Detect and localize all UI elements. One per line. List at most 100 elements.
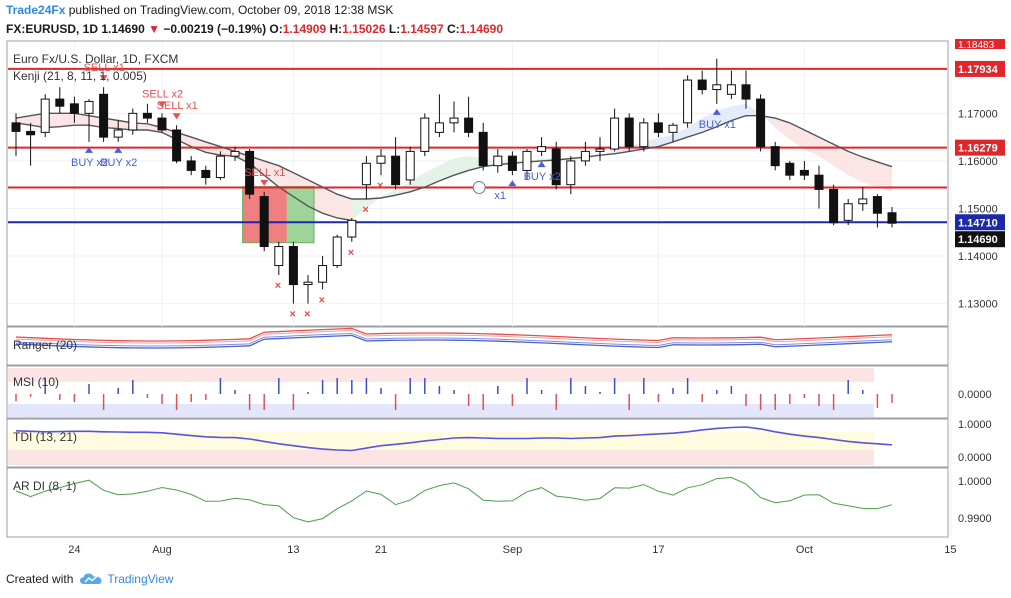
candle-body [697, 79, 707, 91]
candle-body [872, 196, 882, 214]
candle-body [799, 169, 809, 176]
tdi-mid-band [8, 432, 874, 450]
sell-signal-label: SELL x1 [157, 100, 198, 112]
sell-arrow-icon [172, 113, 181, 120]
candle-body [449, 117, 459, 124]
candle-body [288, 246, 298, 286]
top-price-label-bg [955, 39, 1005, 49]
x-tick-label: 15 [944, 544, 956, 556]
cloud-segment [337, 194, 352, 221]
cloud-segment [322, 187, 338, 218]
cloud-segment [381, 189, 396, 199]
cloud-segment [804, 129, 819, 157]
candle-body [610, 117, 620, 150]
candle-body [464, 117, 474, 133]
sell-signal-label: SELL x1 [244, 167, 285, 179]
candle-body [11, 122, 21, 132]
indicator-label: Kenji (21, 8, 11, 1, 0.005) [13, 69, 147, 83]
candle-body [405, 150, 415, 181]
candle-body [653, 122, 663, 133]
x-mark-icon: × [275, 280, 281, 292]
x-tick-label: Sep [503, 544, 523, 556]
candle-body [361, 162, 371, 186]
candle-body [507, 155, 517, 171]
candle-body [69, 103, 79, 114]
candle-body [756, 98, 766, 148]
ranger-line-upper-inner [15, 329, 893, 344]
y-tick-label: 1.14000 [958, 251, 998, 263]
x-mark-icon: × [304, 309, 310, 321]
candle-body [595, 148, 605, 152]
level-label-bg [955, 60, 1005, 77]
close-value: 1.14690 [459, 22, 504, 36]
candle-body [215, 155, 225, 179]
header-quote-line: FX:EURUSD, 1D 1.14690 ▼ −0.00219 (−0.19%… [6, 22, 503, 36]
cloud-segment [775, 118, 790, 140]
sell-arrow-icon [99, 75, 108, 82]
msi-tick: 0.0000 [958, 389, 992, 401]
cloud-segment [848, 151, 863, 183]
highlight-box-layer [242, 186, 315, 244]
cloud-segment [702, 110, 717, 133]
candle-body [712, 84, 722, 91]
ranger-lines [15, 327, 893, 349]
candle-body [639, 122, 649, 148]
tdi-tick-bottom: 0.0000 [958, 452, 992, 464]
high-value: 1.15026 [342, 22, 386, 36]
candle-body [770, 146, 780, 167]
main-pane-frame [6, 40, 949, 327]
buy-signal-label: x1 [494, 190, 506, 202]
candle-body [624, 117, 634, 148]
x-axis: 24 Aug 13 21 Sep 17 Oct 15 [68, 544, 956, 556]
candle-body [318, 265, 328, 283]
last-price-label-bg [955, 231, 1005, 248]
candle-body [522, 150, 532, 171]
y-tick-label: 1.15000 [958, 203, 998, 215]
tdi-line [15, 426, 893, 452]
x-mark-icon: × [319, 294, 325, 306]
buy-arrow-icon [712, 108, 721, 115]
x-mark-icon: × [289, 309, 295, 321]
candle-body [537, 146, 547, 152]
candle-body [142, 112, 152, 119]
level-label: 1.14710 [958, 217, 998, 229]
last-price: 1.14690 [101, 22, 145, 36]
cloud-segment [819, 137, 834, 166]
ranger-line-lower [15, 334, 893, 349]
sell-arrow-icon [260, 179, 269, 186]
candles[interactable] [11, 58, 897, 304]
candle-body [55, 98, 65, 107]
buy-signal-label: BUY x1 [699, 119, 736, 131]
cloud-segment [789, 122, 805, 150]
cloud-segment [862, 157, 878, 188]
ardi-tick-top: 1.0000 [958, 476, 992, 488]
candle-body [434, 122, 444, 133]
buy-arrow-icon [114, 146, 123, 153]
msi-upper-band [8, 368, 874, 382]
cloud-icon [80, 573, 102, 584]
candle-body [40, 98, 50, 133]
y-axis: 1.13000 1.14000 1.15000 1.16000 1.17000 [958, 108, 998, 310]
x-mark-icon: × [377, 180, 383, 192]
level-label: 1.16279 [958, 143, 998, 155]
tdi-line [15, 426, 893, 452]
down-arrow-icon: ▼ [148, 22, 160, 36]
tradingview-link[interactable]: TradingView [79, 572, 173, 586]
cloud-segment [59, 113, 75, 127]
msi-lower-band [8, 404, 874, 417]
buy-arrow-icon [508, 180, 517, 187]
candle-body [26, 130, 36, 136]
candle-body [580, 150, 590, 162]
y-tick-label: 1.17000 [958, 108, 998, 120]
candle-body [420, 117, 430, 152]
candle-body [843, 203, 853, 221]
x-tick-label: Oct [796, 544, 813, 556]
chart-title: Euro Fx/U.S. Dollar, 1D, FXCM [13, 52, 178, 66]
publisher-name[interactable]: Trade24Fx [6, 3, 66, 17]
candle-body [391, 155, 401, 186]
tradingview-brand[interactable]: TradingView [107, 572, 174, 586]
sell-arrow-icon [158, 101, 166, 108]
x-tick-label: 17 [652, 544, 664, 556]
